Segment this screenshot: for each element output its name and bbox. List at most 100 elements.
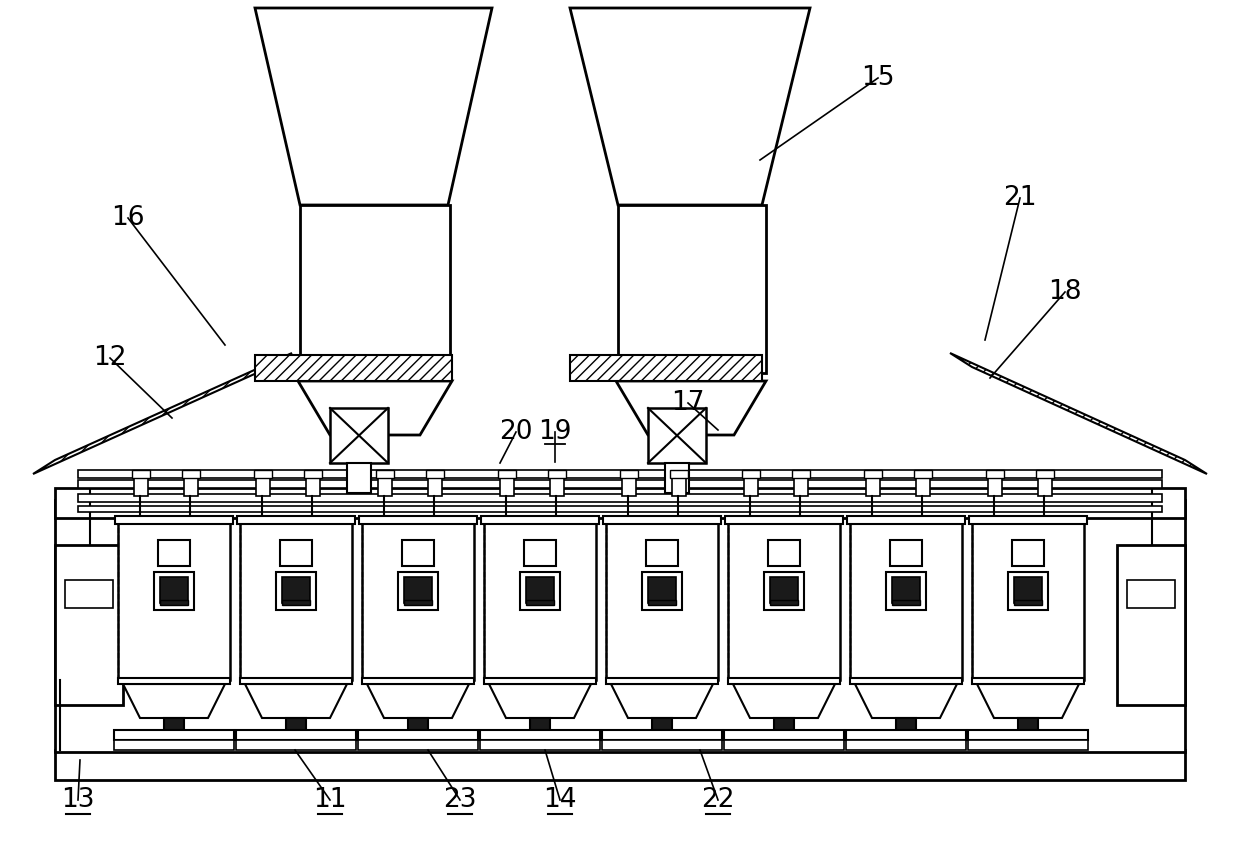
- Bar: [526, 577, 554, 603]
- Bar: [725, 516, 843, 524]
- Bar: [64, 580, 113, 608]
- Bar: [846, 730, 966, 740]
- Bar: [603, 516, 720, 524]
- Bar: [849, 678, 962, 684]
- Bar: [866, 478, 880, 496]
- Bar: [986, 470, 1004, 478]
- Bar: [358, 740, 477, 750]
- Bar: [792, 470, 810, 478]
- Bar: [526, 600, 554, 605]
- Bar: [241, 520, 352, 680]
- Bar: [601, 740, 722, 750]
- Bar: [1012, 540, 1044, 566]
- Bar: [134, 478, 148, 496]
- Bar: [78, 494, 1162, 502]
- Bar: [304, 470, 322, 478]
- Bar: [670, 470, 688, 478]
- Bar: [649, 408, 706, 463]
- Bar: [914, 470, 932, 478]
- Bar: [864, 470, 882, 478]
- Bar: [236, 740, 356, 750]
- Bar: [55, 750, 1185, 780]
- Bar: [606, 678, 718, 684]
- Bar: [360, 516, 477, 524]
- Bar: [794, 478, 808, 496]
- Bar: [154, 572, 193, 610]
- Polygon shape: [255, 8, 492, 205]
- Polygon shape: [570, 8, 810, 205]
- Bar: [1038, 478, 1052, 496]
- Bar: [484, 520, 596, 680]
- Bar: [968, 516, 1087, 524]
- Bar: [551, 478, 564, 496]
- Bar: [157, 540, 190, 566]
- Bar: [742, 470, 760, 478]
- Polygon shape: [123, 684, 224, 718]
- Polygon shape: [489, 684, 591, 718]
- Bar: [255, 478, 270, 496]
- Bar: [500, 478, 515, 496]
- Bar: [618, 205, 766, 373]
- Bar: [404, 577, 432, 603]
- Bar: [78, 506, 1162, 512]
- Bar: [649, 600, 676, 605]
- Bar: [378, 478, 392, 496]
- Bar: [724, 730, 844, 740]
- Bar: [652, 718, 672, 732]
- Bar: [480, 730, 600, 740]
- Bar: [254, 470, 272, 478]
- Bar: [548, 470, 565, 478]
- Bar: [280, 540, 312, 566]
- Bar: [300, 205, 450, 373]
- Bar: [1117, 545, 1185, 705]
- Bar: [672, 478, 686, 496]
- Polygon shape: [616, 381, 766, 435]
- Bar: [481, 516, 599, 524]
- Bar: [1127, 580, 1176, 608]
- Bar: [118, 678, 229, 684]
- Bar: [529, 718, 551, 732]
- Bar: [846, 740, 966, 750]
- Bar: [728, 520, 839, 680]
- Bar: [408, 718, 428, 732]
- Bar: [330, 408, 388, 463]
- Bar: [427, 470, 444, 478]
- Bar: [620, 470, 639, 478]
- Bar: [277, 572, 316, 610]
- Bar: [114, 730, 234, 740]
- Bar: [55, 500, 1185, 752]
- Text: 23: 23: [443, 787, 476, 813]
- Bar: [728, 678, 839, 684]
- Bar: [665, 463, 689, 493]
- Bar: [847, 516, 965, 524]
- Bar: [774, 718, 794, 732]
- Bar: [362, 520, 474, 680]
- Bar: [55, 545, 123, 705]
- Bar: [768, 540, 800, 566]
- Bar: [988, 478, 1002, 496]
- Bar: [78, 470, 1162, 478]
- Text: 15: 15: [862, 65, 895, 91]
- Bar: [404, 600, 432, 605]
- Bar: [968, 740, 1087, 750]
- Bar: [160, 600, 188, 605]
- Bar: [770, 600, 799, 605]
- Text: 13: 13: [61, 787, 94, 813]
- Bar: [1008, 572, 1048, 610]
- Text: 17: 17: [671, 390, 704, 416]
- Bar: [347, 463, 371, 493]
- Polygon shape: [367, 684, 469, 718]
- Polygon shape: [733, 684, 835, 718]
- Bar: [642, 572, 682, 610]
- Bar: [241, 678, 352, 684]
- Bar: [281, 577, 310, 603]
- Text: 11: 11: [314, 787, 347, 813]
- Bar: [428, 478, 441, 496]
- Text: 21: 21: [1003, 185, 1037, 211]
- Bar: [358, 730, 477, 740]
- Bar: [480, 740, 600, 750]
- Text: 16: 16: [112, 205, 145, 231]
- Text: 20: 20: [500, 419, 533, 445]
- Bar: [520, 572, 560, 610]
- Bar: [887, 572, 926, 610]
